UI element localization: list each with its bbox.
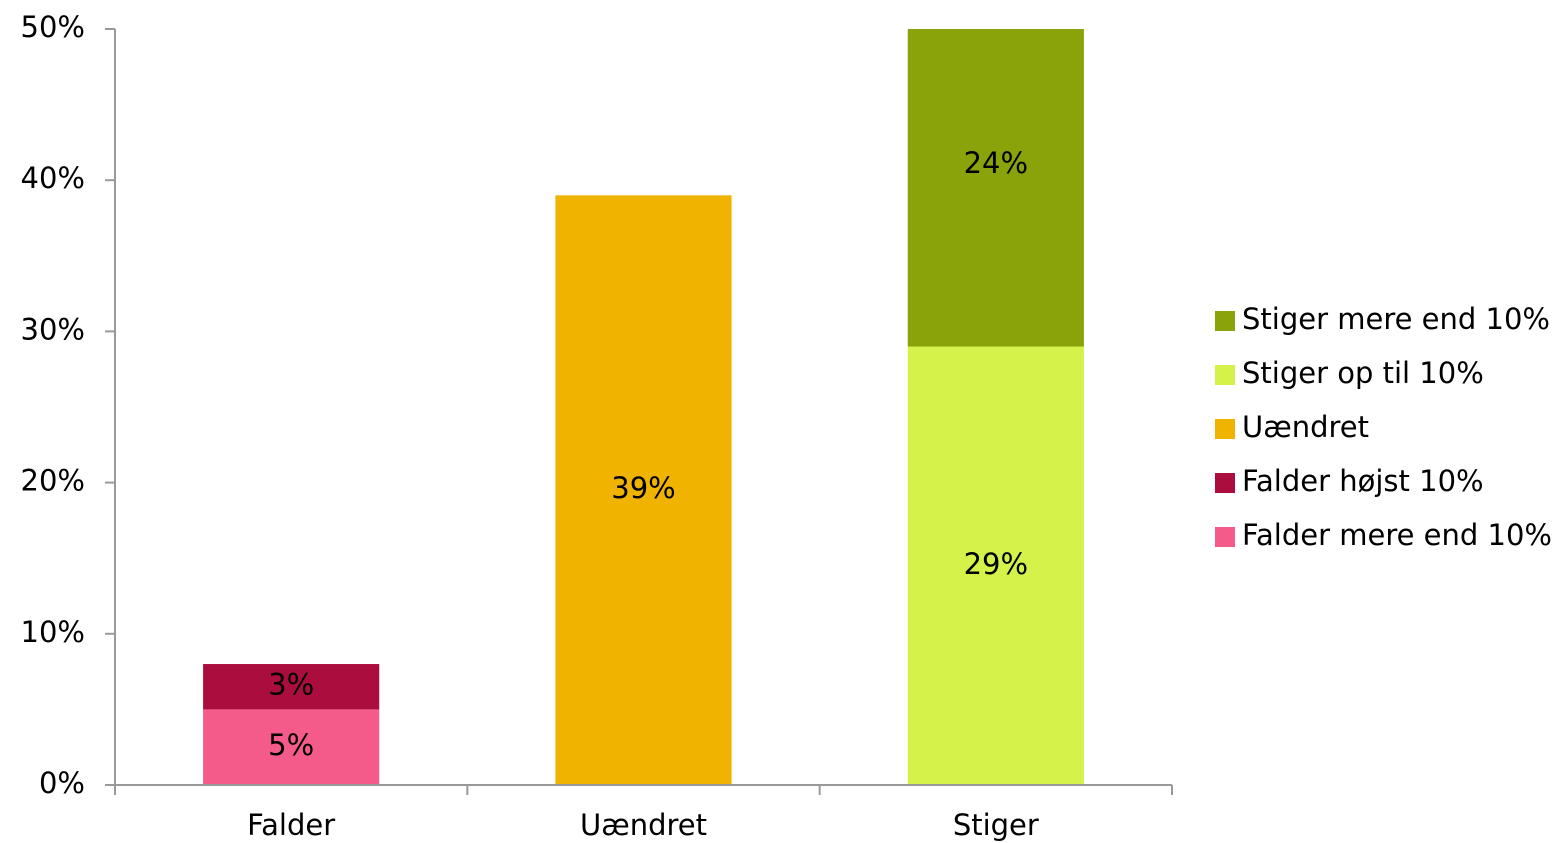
x-tick-label: Uændret	[580, 808, 707, 842]
x-tick-label: Stiger	[953, 808, 1039, 842]
y-tick-label: 10%	[21, 615, 85, 649]
x-tick-label: Falder	[247, 808, 335, 842]
legend-swatch	[1215, 473, 1235, 493]
legend-label: Falder højst 10%	[1242, 464, 1484, 498]
data-label: 5%	[268, 728, 314, 762]
data-label: 24%	[964, 146, 1028, 180]
legend-label: Stiger op til 10%	[1242, 356, 1484, 390]
bar-segment	[907, 29, 1084, 347]
y-tick-label: 0%	[39, 766, 85, 800]
legend-swatch	[1215, 527, 1235, 547]
legend-swatch	[1215, 311, 1235, 331]
legend-label: Falder mere end 10%	[1242, 518, 1552, 552]
bar-segment	[203, 664, 380, 710]
legend-swatch	[1215, 419, 1235, 439]
y-tick-label: 20%	[21, 464, 85, 498]
data-label: 29%	[964, 547, 1028, 581]
bar-segment	[555, 195, 732, 785]
y-tick-label: 30%	[21, 312, 85, 346]
legend-swatch	[1215, 365, 1235, 385]
data-label: 3%	[268, 668, 314, 702]
bar-segment	[203, 709, 380, 785]
bar-segment	[907, 346, 1084, 785]
legend-label: Stiger mere end 10%	[1242, 302, 1550, 336]
data-label: 39%	[611, 471, 675, 505]
y-tick-label: 40%	[21, 161, 85, 195]
y-tick-label: 50%	[21, 10, 85, 44]
legend-label: Uændret	[1242, 410, 1369, 444]
plot-area	[203, 29, 1084, 785]
